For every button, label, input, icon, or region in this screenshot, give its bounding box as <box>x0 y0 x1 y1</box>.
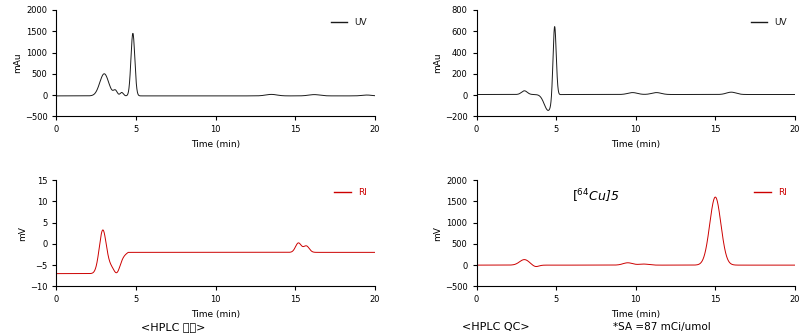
Legend: UV: UV <box>327 15 370 31</box>
Legend: RI: RI <box>331 184 370 201</box>
Text: <HPLC QC>: <HPLC QC> <box>462 322 530 332</box>
Y-axis label: mAu: mAu <box>433 53 442 74</box>
X-axis label: Time (min): Time (min) <box>611 140 660 149</box>
X-axis label: Time (min): Time (min) <box>611 310 660 319</box>
Legend: RI: RI <box>751 184 790 201</box>
Text: $[^{64}$Cu]5: $[^{64}$Cu]5 <box>572 187 620 205</box>
Y-axis label: mV: mV <box>433 226 442 241</box>
Text: <HPLC 분리>: <HPLC 분리> <box>141 322 206 332</box>
Text: *SA =87 mCi/umol: *SA =87 mCi/umol <box>613 322 711 332</box>
X-axis label: Time (min): Time (min) <box>191 310 240 319</box>
Legend: UV: UV <box>747 15 790 31</box>
Y-axis label: mAu: mAu <box>13 53 22 74</box>
X-axis label: Time (min): Time (min) <box>191 140 240 149</box>
Y-axis label: mV: mV <box>19 226 27 241</box>
